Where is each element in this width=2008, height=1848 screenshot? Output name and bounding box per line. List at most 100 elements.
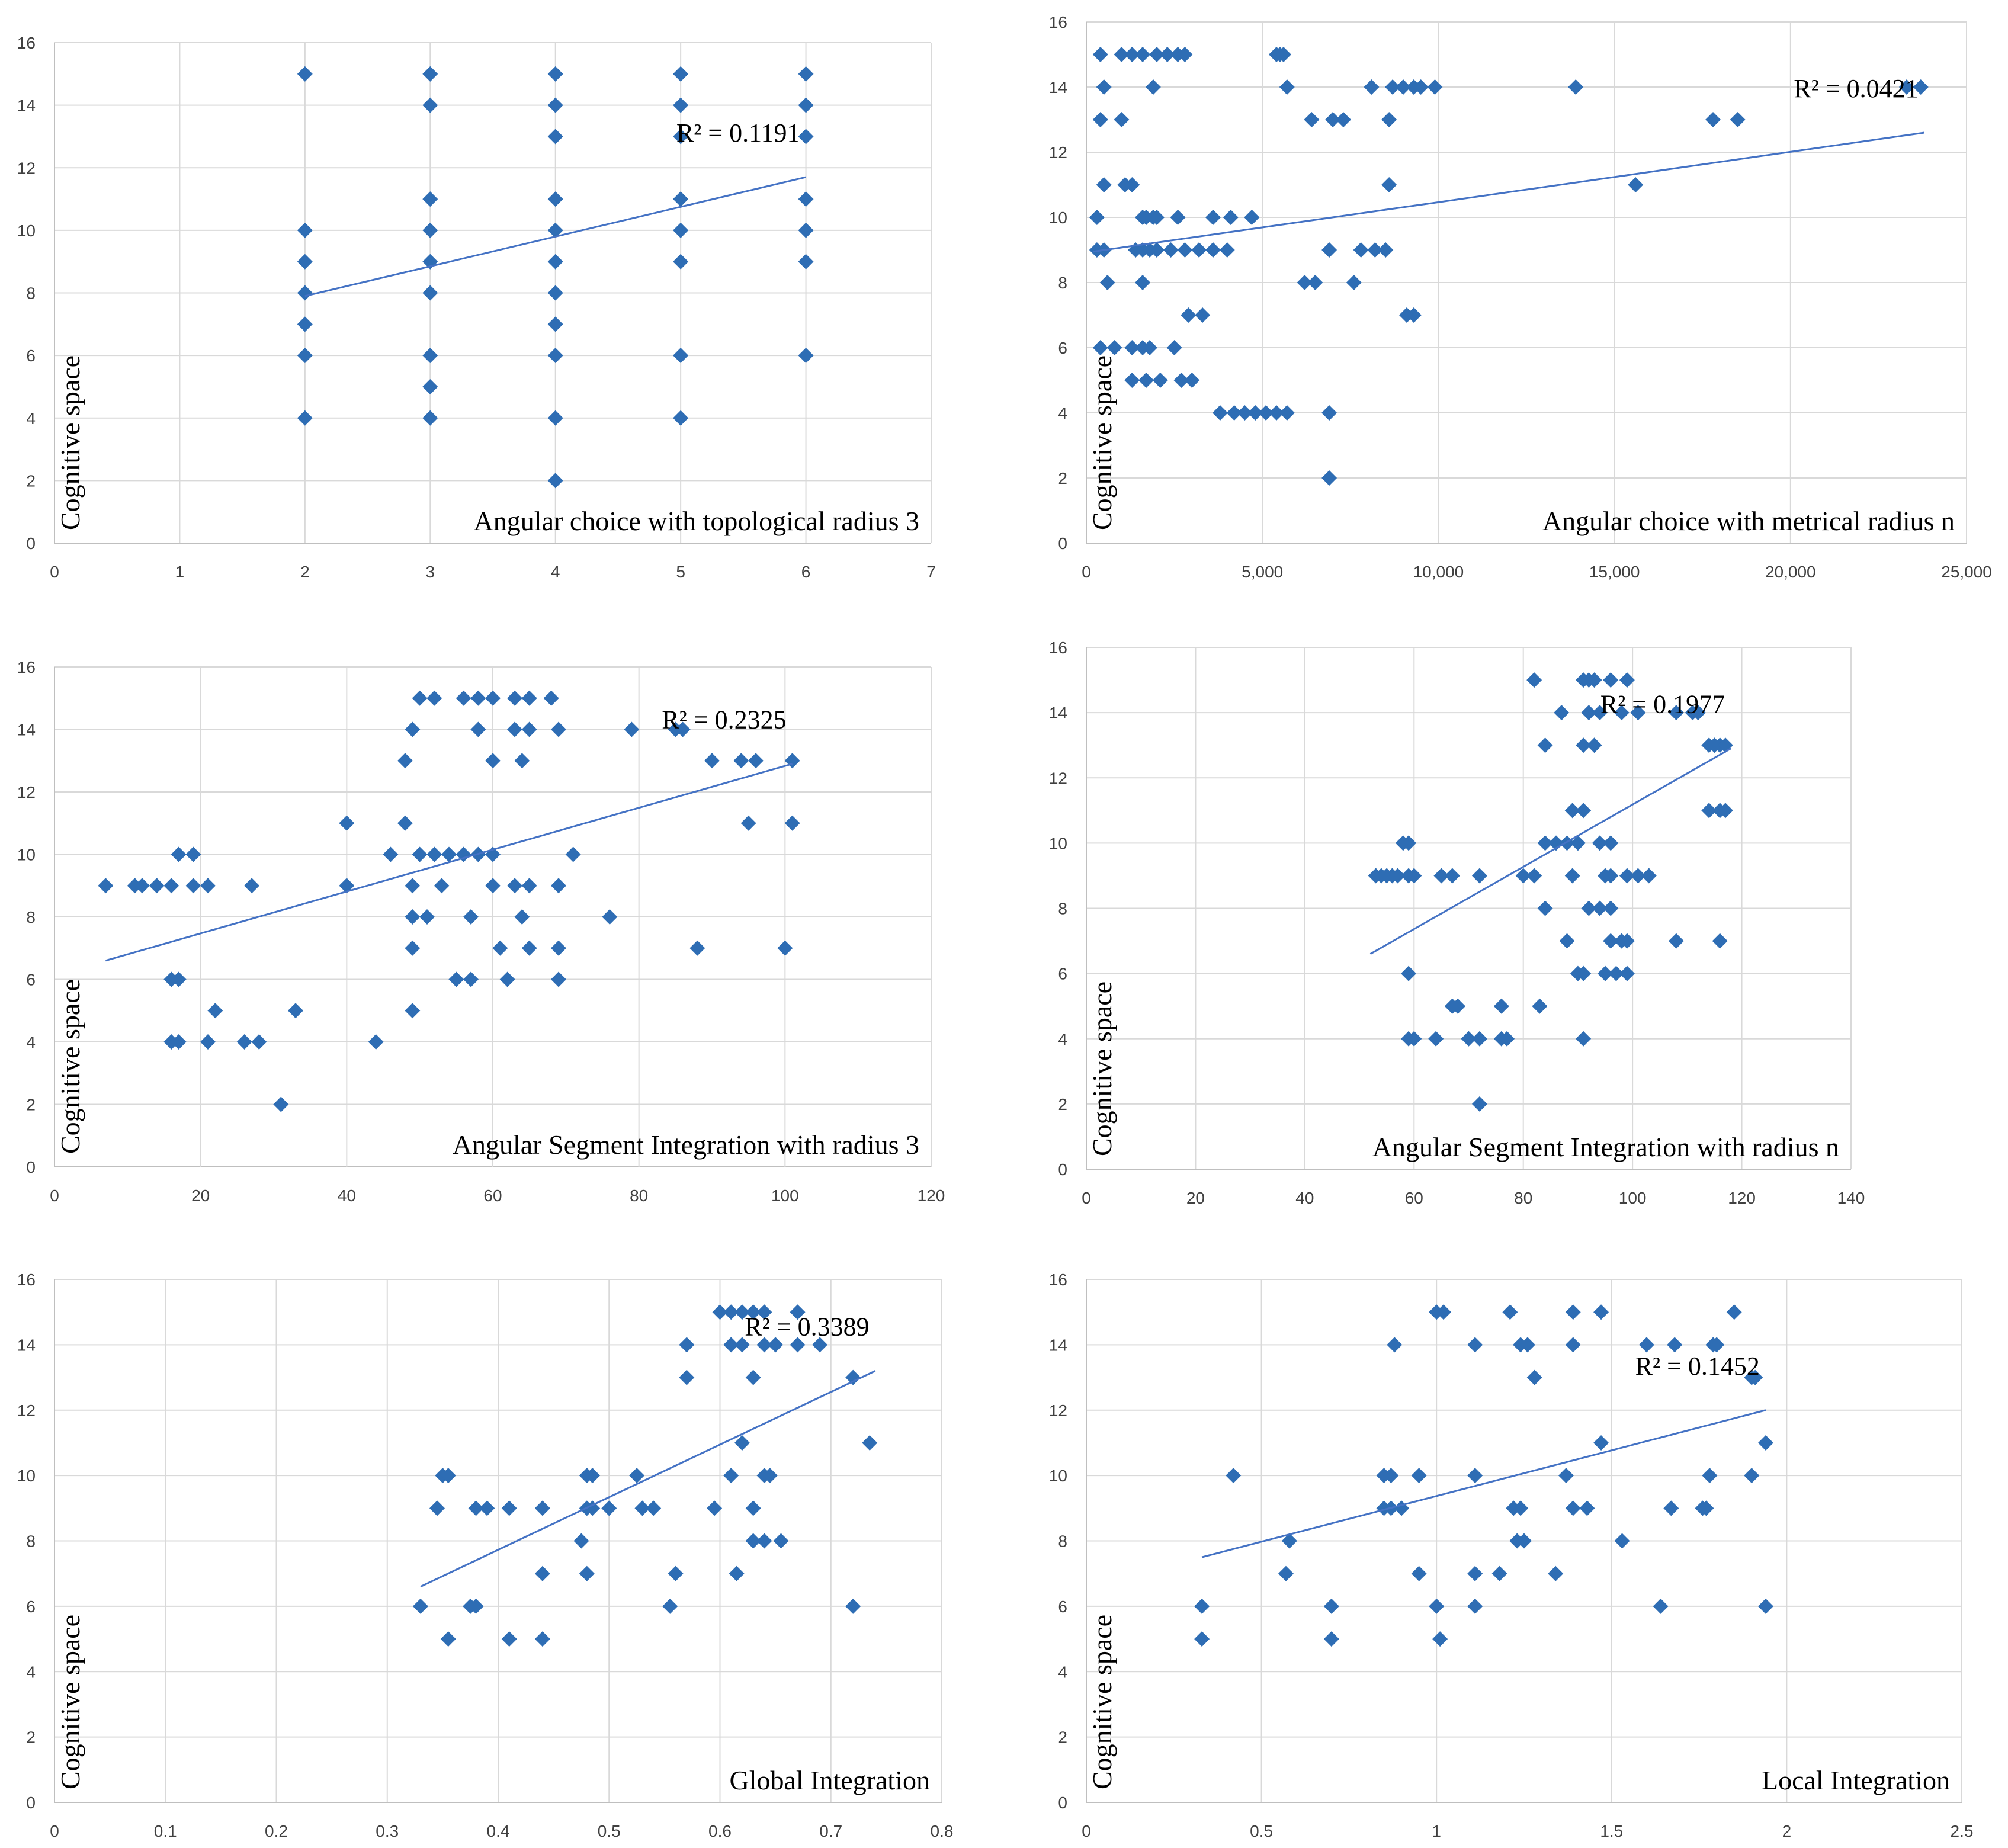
data-point [1321,405,1337,421]
y-tick-label: 16 [1049,639,1067,657]
trendline [304,176,806,297]
x-tick-label: 25,000 [1941,563,1992,581]
data-point [297,222,313,238]
x-tick-label: 0 [1082,1822,1091,1840]
data-point [534,1631,550,1647]
y-tick-label: 0 [26,1794,36,1812]
data-point [405,721,421,737]
data-point [405,1003,421,1019]
x-tick-label: 20 [1186,1189,1205,1207]
data-point [1598,965,1614,981]
data-point [1159,47,1175,62]
y-tick-label: 16 [17,658,36,676]
data-point [207,1003,223,1019]
data-point [1663,1500,1679,1516]
data-point [1166,340,1182,355]
data-point [273,1096,289,1112]
y-tick-label: 16 [1049,1270,1067,1289]
y-axis-title: Cognitive space [55,355,85,530]
data-point [798,97,814,113]
y-tick-label: 14 [17,721,36,739]
x-tick-label: 0.2 [265,1822,288,1840]
data-point [1226,405,1242,421]
x-tick-label: 0.6 [708,1822,732,1840]
data-point [547,473,563,489]
y-tick-label: 8 [1058,274,1067,292]
data-point [547,410,563,426]
data-point [456,690,471,706]
data-point [673,410,689,426]
data-point [1114,112,1130,127]
y-tick-label: 12 [17,1401,36,1420]
data-point [1581,705,1597,721]
data-point [673,66,689,82]
data-point [1106,340,1122,355]
data-point [1638,1337,1654,1353]
data-point [602,909,618,925]
x-tick-label: 0 [1082,563,1091,581]
y-tick-label: 4 [1058,1030,1067,1048]
x-tick-label: 0.5 [598,1822,621,1840]
x-tick-label: 0.7 [819,1822,842,1840]
x-tick-label: 1.5 [1600,1822,1623,1840]
data-point [1614,1533,1630,1549]
chart-panel-4: 0 2 4 6 8 10 12 14 16 0 20 40 60 80 100 120 140 R² = 0.19… [1049,639,1865,1207]
r-squared-label: R² = 0.3389 [745,1313,869,1342]
data-point [244,878,259,894]
y-tick-label: 6 [26,971,36,989]
data-point [422,285,438,301]
data-point [507,721,522,737]
data-point [426,846,442,862]
y-tick-label: 2 [26,1096,36,1114]
data-point [551,971,566,987]
y-tick-label: 12 [17,159,36,177]
data-point [405,909,421,925]
x-tick-label: 20,000 [1765,563,1816,581]
data-point [734,1337,750,1353]
chart-panel-5: 0 2 4 6 8 10 12 14 16 0 0.1 0.2 0.3 0.4 0.5 0.6 0.7 0.8 R²… [17,1270,954,1840]
data-point [1913,79,1929,95]
data-point [1491,1565,1507,1581]
data-point [1493,998,1509,1014]
y-tick-label: 8 [26,908,36,926]
data-point [673,348,689,364]
data-point [448,971,464,987]
data-point [1537,835,1553,851]
data-point [585,1468,601,1484]
y-axis-title: Cognitive space [1087,1615,1117,1789]
data-point [1275,47,1291,62]
data-point [1537,737,1553,753]
y-axis-title: Cognitive space [55,979,85,1154]
data-point [440,1468,456,1484]
trendline [1201,1409,1766,1558]
data-point [1519,1337,1535,1353]
x-axis-title: Angular Segment Integration with radius … [1372,1132,1839,1162]
data-point [1726,1304,1742,1320]
data-point [1690,705,1706,721]
data-point [1135,275,1151,290]
y-tick-label: 10 [1049,208,1067,227]
data-point [1641,868,1657,884]
data-point [412,1598,428,1614]
data-point [368,1034,384,1050]
data-point [1526,868,1542,884]
data-point [422,97,438,113]
data-point [98,878,114,894]
data-point [1124,373,1140,388]
x-tick-label: 5,000 [1242,563,1283,581]
data-point [1433,868,1449,884]
y-tick-label: 0 [26,534,36,553]
data-point [288,1003,303,1019]
data-point [798,191,814,207]
data-point [1124,340,1140,355]
data-point [679,1337,695,1353]
chart-panel-6: 0 2 4 6 8 10 12 14 16 0 0.5 1 1.5 2 2.5 R² = 0.1452 Loca… [1049,1270,1974,1840]
data-point [1630,868,1646,884]
data-point [1321,242,1337,258]
data-point [479,1500,495,1516]
data-point [1184,373,1200,388]
x-tick-label: 0 [50,563,59,581]
data-point [405,878,421,894]
x-tick-label: 100 [1619,1189,1647,1207]
data-point [1564,868,1580,884]
